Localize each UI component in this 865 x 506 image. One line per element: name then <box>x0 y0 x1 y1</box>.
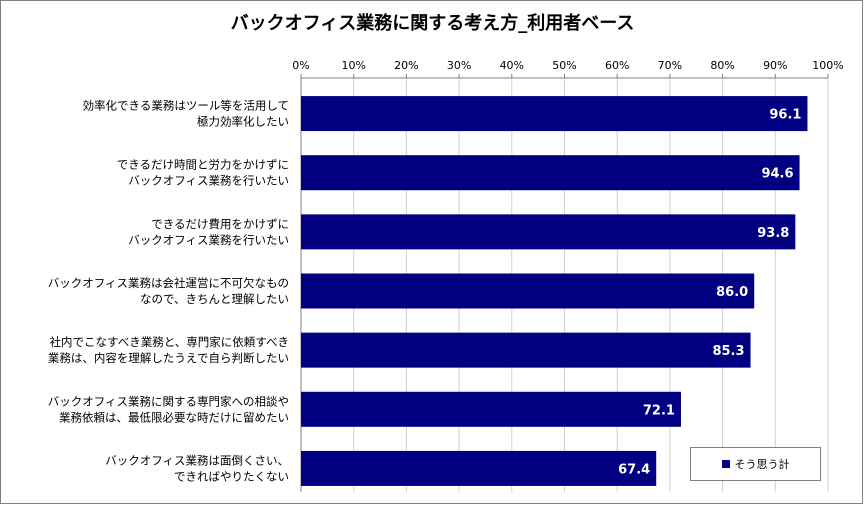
category-label: 業務依頼は、最低限必要な時だけに留めたい <box>59 410 289 424</box>
category-label: 極力効率化したい <box>197 115 289 129</box>
category-label: なので、きちんと理解したい <box>140 292 289 306</box>
bar <box>301 273 755 309</box>
category-label: 業務は、内容を理解したうえで自ら判断したい <box>48 351 289 365</box>
legend-label: そう思う計 <box>734 458 790 471</box>
data-label: 86.0 <box>716 285 748 300</box>
data-label: 93.8 <box>757 226 789 241</box>
chart-title: バックオフィス業務に関する考え方_利用者ベース <box>230 13 635 34</box>
category-label: できるだけ時間と労力をかけずに <box>117 158 289 172</box>
x-tick-label: 90% <box>763 59 787 72</box>
x-tick-label: 20% <box>394 59 418 72</box>
x-tick-label: 40% <box>500 59 524 72</box>
data-label: 96.1 <box>769 108 801 123</box>
category-label: できるだけ費用をかけずに <box>151 217 289 231</box>
x-axis-ticks: 0% 10% 20% 30% 40% 50% 60% 70% 80% 90% 100% <box>292 59 843 72</box>
x-tick-label: 0% <box>292 59 309 72</box>
bar <box>301 155 800 191</box>
bars <box>301 96 808 486</box>
x-tick-label: 50% <box>552 59 576 72</box>
bar <box>301 214 796 250</box>
data-label: 85.3 <box>712 344 744 359</box>
category-label: 社内でこなすべき業務と、専門家に依頼すべき <box>50 335 289 349</box>
x-tick-label: 60% <box>605 59 629 72</box>
bar <box>301 391 681 427</box>
category-label: バックオフィス業務は会社運営に不可欠なもの <box>48 276 289 290</box>
bar <box>301 332 751 368</box>
category-label: バックオフィス業務は面倒くさい、 <box>105 453 289 467</box>
bar <box>301 96 808 132</box>
data-labels: 96.1 94.6 93.8 86.0 85.3 72.1 67.4 <box>618 108 801 478</box>
category-label: 効率化できる業務はツール等を活用して <box>83 99 289 113</box>
legend: そう思う計 <box>690 447 821 481</box>
x-tick-label: 100% <box>812 59 843 72</box>
data-label: 67.4 <box>618 462 650 477</box>
category-label: バックオフィス業務に関する専門家への相談や <box>48 394 289 408</box>
bar <box>301 450 657 486</box>
category-label: バックオフィス業務を行いたい <box>128 233 289 247</box>
legend-swatch <box>721 460 730 468</box>
x-tick-label: 30% <box>447 59 471 72</box>
data-label: 94.6 <box>761 167 793 182</box>
category-label: バックオフィス業務を行いたい <box>128 174 289 188</box>
category-labels: 効率化できる業務はツール等を活用して極力効率化したいできるだけ時間と労力をかけず… <box>48 99 289 484</box>
category-label: できればやりたくない <box>174 469 289 483</box>
data-label: 72.1 <box>643 403 675 418</box>
x-tick-label: 10% <box>341 59 365 72</box>
x-tick-label: 70% <box>658 59 682 72</box>
x-tick-label: 80% <box>710 59 734 72</box>
